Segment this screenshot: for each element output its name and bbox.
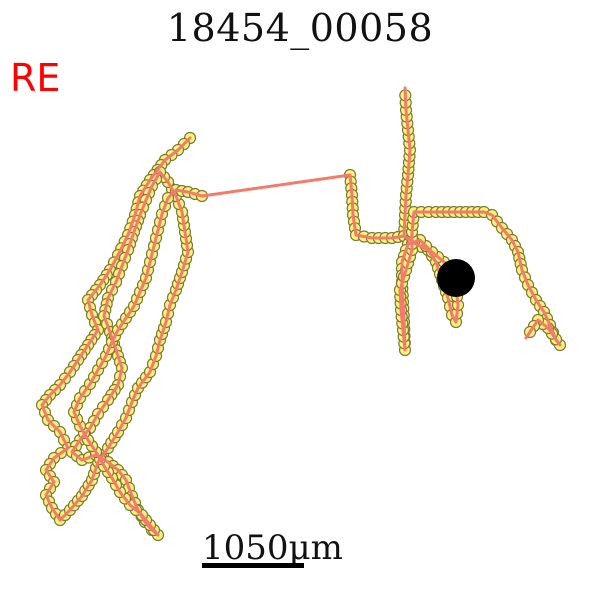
figure-title: 18454_00058 <box>166 6 434 50</box>
trajectory-path-link <box>200 86 412 240</box>
eye-label: RE <box>10 56 61 100</box>
trajectory-path-right <box>398 210 562 352</box>
trajectory-path-left-2 <box>72 188 204 537</box>
start-fixation-dot <box>437 259 475 297</box>
fixation-markers <box>35 89 567 542</box>
trajectory-path-left <box>40 136 192 537</box>
scale-bar <box>202 563 304 568</box>
scale-bar-label: 1050μm <box>202 528 343 568</box>
